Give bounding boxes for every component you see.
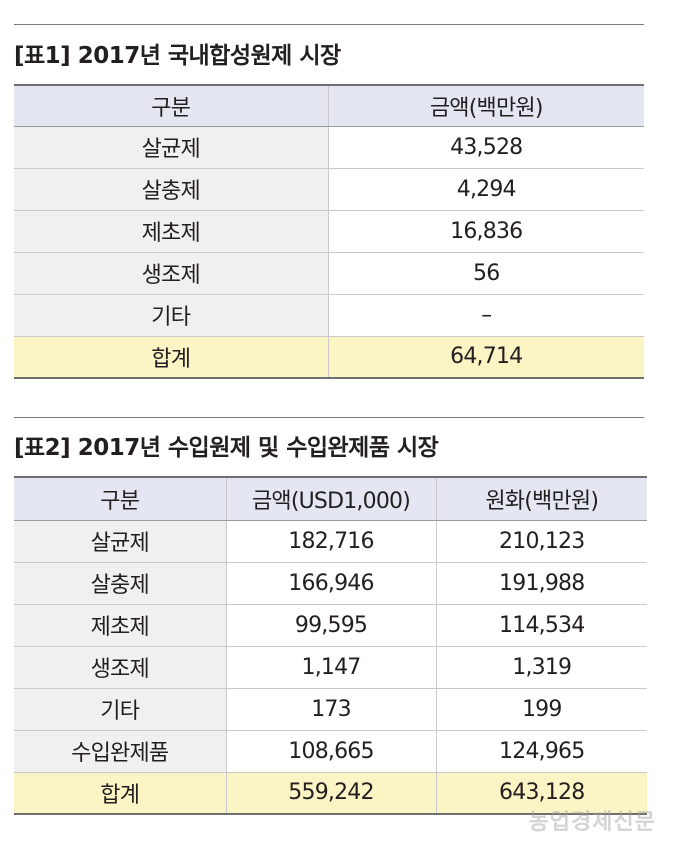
table1-row-label: 살균제 (14, 126, 328, 169)
table-row: 기타 – (14, 294, 644, 337)
table2-total-row: 합계 559,242 643,128 (14, 772, 647, 815)
table-row: 제초제 16,836 (14, 210, 644, 253)
table2-title: [표2] 2017년 수입원제 및 수입완제품 시장 (14, 435, 439, 461)
table1-row-label: 생조제 (14, 252, 328, 295)
table-row: 살균제 182,716 210,123 (14, 520, 647, 563)
table2-row-krw: 124,965 (435, 730, 647, 773)
table2: 구분 금액(USD1,000) 원화(백만원) 살균제 182,716 210,… (14, 476, 647, 815)
table2-row-label: 생조제 (14, 646, 226, 689)
table2-top-rule (14, 417, 644, 418)
watermark-logo: 농업경제신문 (528, 810, 656, 835)
table1-row-amount: 16,836 (327, 210, 644, 253)
table2-row-label: 살충제 (14, 562, 226, 605)
table-row: 수입완제품 108,665 124,965 (14, 730, 647, 773)
table-row: 기타 173 199 (14, 688, 647, 731)
table2-row-usd: 108,665 (225, 730, 436, 773)
table1-header-category: 구분 (14, 84, 328, 127)
table1-row-amount: – (327, 294, 644, 337)
table-row: 제초제 99,595 114,534 (14, 604, 647, 647)
table2-row-usd: 182,716 (225, 520, 436, 563)
table1-header-amount: 금액(백만원) (327, 84, 644, 127)
table1-row-amount: 4,294 (327, 168, 644, 211)
table1-header-row: 구분 금액(백만원) (14, 84, 644, 127)
table2-header-category: 구분 (14, 476, 226, 521)
table2-row-krw: 1,319 (435, 646, 647, 689)
table1-row-label: 기타 (14, 294, 328, 337)
table-row: 생조제 56 (14, 252, 644, 295)
table1-row-label: 살충제 (14, 168, 328, 211)
table-row: 생조제 1,147 1,319 (14, 646, 647, 689)
table1-top-rule (14, 24, 644, 25)
table2-row-krw: 114,534 (435, 604, 647, 647)
table2-row-usd: 166,946 (225, 562, 436, 605)
table2-row-label: 제초제 (14, 604, 226, 647)
table1-total-amount: 64,714 (327, 336, 644, 379)
table2-row-label: 기타 (14, 688, 226, 731)
table1-title: [표1] 2017년 국내합성원제 시장 (14, 43, 341, 69)
table1: 구분 금액(백만원) 살균제 43,528 살충제 4,294 제초제 16,8… (14, 84, 644, 379)
table2-total-krw: 643,128 (435, 772, 647, 815)
table1-row-amount: 56 (327, 252, 644, 295)
table2-row-krw: 210,123 (435, 520, 647, 563)
table2-row-usd: 99,595 (225, 604, 436, 647)
table2-header-krw: 원화(백만원) (435, 476, 647, 521)
table2-row-krw: 199 (435, 688, 647, 731)
table-row: 살충제 166,946 191,988 (14, 562, 647, 605)
table2-row-label: 수입완제품 (14, 730, 226, 773)
table1-row-label: 제초제 (14, 210, 328, 253)
table2-row-krw: 191,988 (435, 562, 647, 605)
table-row: 살균제 43,528 (14, 126, 644, 169)
table2-row-label: 살균제 (14, 520, 226, 563)
table-row: 살충제 4,294 (14, 168, 644, 211)
table2-row-usd: 1,147 (225, 646, 436, 689)
table2-total-label: 합계 (14, 772, 226, 815)
table2-header-row: 구분 금액(USD1,000) 원화(백만원) (14, 476, 647, 521)
table1-total-row: 합계 64,714 (14, 336, 644, 379)
table2-row-usd: 173 (225, 688, 436, 731)
table2-header-usd: 금액(USD1,000) (225, 476, 436, 521)
table1-row-amount: 43,528 (327, 126, 644, 169)
table1-total-label: 합계 (14, 336, 328, 379)
table2-total-usd: 559,242 (225, 772, 436, 815)
